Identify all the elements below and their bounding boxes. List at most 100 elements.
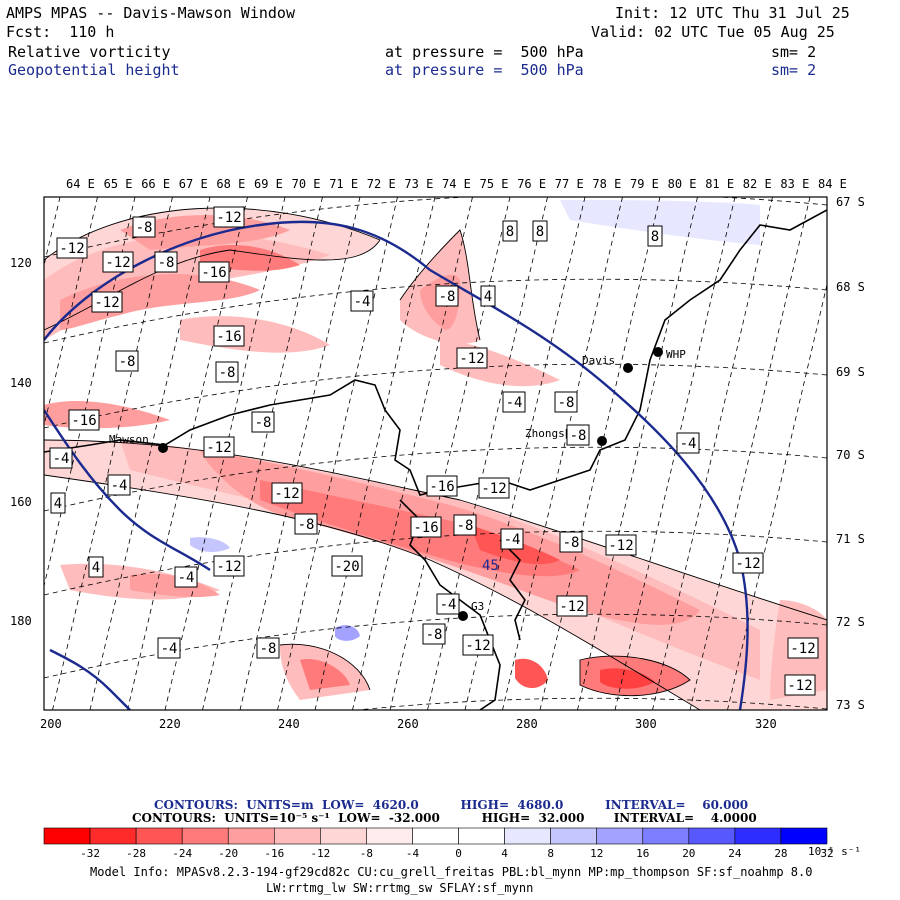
colorbar-swatch (227, 827, 275, 845)
station-label: Mawson (109, 433, 149, 446)
grid-y-label: 120 (10, 256, 32, 270)
contour-label: -12 (787, 678, 812, 694)
longitude-label: 72 E (367, 177, 396, 191)
contour-label-box (566, 424, 590, 446)
colorbar-swatch (596, 827, 644, 845)
contour-label-box (500, 528, 524, 550)
contour-label: -8 (439, 289, 456, 305)
colorbar-swatch (43, 827, 91, 845)
contour-label: -4 (53, 451, 70, 467)
colorbar-tick: 0 (455, 847, 462, 860)
contour-label: 8 (651, 229, 659, 245)
latitude-label: 70 S (836, 448, 865, 462)
colorbar-swatch (642, 827, 690, 845)
longitude-label: 76 E (517, 177, 546, 191)
colorbar-tick: 4 (501, 847, 508, 860)
longitude-label: 67 E (179, 177, 208, 191)
contour-label: -12 (94, 295, 119, 311)
longitude-label: 73 E (404, 177, 433, 191)
field1-smoothing: sm= 2 (771, 43, 817, 61)
contour-label-box (331, 555, 363, 577)
contour-label-box (256, 637, 280, 659)
longitude-label: 80 E (668, 177, 697, 191)
contour-label: -12 (790, 641, 815, 657)
colorbar-tick: -16 (264, 847, 284, 860)
contour-label-box (556, 595, 588, 617)
contour-label: -8 (255, 415, 272, 431)
contour-labels: -12 -8 -12 -12 -8 -16 -12 -4 -8 4 8 8 8 -16 -8 -8 -12 -16… (49, 206, 819, 696)
grid-x-label: 200 (40, 717, 62, 730)
colorbar-swatch (273, 827, 321, 845)
height-contour-label: 45 (482, 558, 499, 574)
contour-label-box (271, 482, 303, 504)
contour-label: 8 (536, 224, 544, 240)
colorbar-swatch (688, 827, 736, 845)
forecast-hour: Fcst: 110 h (6, 23, 115, 41)
colorbar-swatch (734, 827, 782, 845)
contour-label: -12 (459, 351, 484, 367)
colorbar-tick: 28 (774, 847, 787, 860)
station-dot (458, 611, 468, 621)
contour-label-box (422, 623, 446, 645)
contour-label: -8 (260, 641, 277, 657)
contour-label-box (502, 220, 518, 242)
contour-label: -12 (274, 486, 299, 502)
contour-label-box (102, 251, 134, 273)
height-contour-info: CONTOURS: UNITS=m LOW= 4620.0 HIGH= 4680… (154, 798, 749, 812)
contour-label: -12 (465, 638, 490, 654)
contour-label-box (174, 566, 198, 588)
contour-label-box (605, 534, 637, 556)
contour-label-box (213, 555, 245, 577)
longitude-label: 69 E (254, 177, 283, 191)
contour-label: -12 (559, 599, 584, 615)
colorbar-tick: 12 (590, 847, 603, 860)
model-info: Model Info: MPASv8.2.3-194-gf29cd82c CU:… (90, 865, 813, 879)
colorbar-swatch (181, 827, 229, 845)
valid-time: Valid: 02 UTC Tue 05 Aug 25 (591, 23, 835, 41)
longitude-label: 83 E (780, 177, 809, 191)
contour-label: -8 (136, 220, 153, 236)
colorbar-tick: 20 (682, 847, 695, 860)
contour-label-box (787, 637, 819, 659)
contour-label: -8 (570, 428, 587, 444)
longitude-label: 64 E (66, 177, 95, 191)
contour-label-box (453, 514, 477, 536)
contour-label-box (676, 432, 700, 454)
contour-label-box (49, 447, 73, 469)
grid-x-label: 260 (397, 717, 419, 730)
contour-label: -12 (206, 440, 231, 456)
station-dot (597, 436, 607, 446)
colorbar: -32 -28 -24 -20 -16 -12 -8 -4 0 4 8 12 16 20 24 28 32 10… (43, 827, 861, 860)
contour-label: -12 (735, 556, 760, 572)
colorbar-swatch (366, 827, 413, 845)
vorticity-contour-info: CONTOURS: UNITS=10⁻⁵ s⁻¹ LOW= -32.000 HI… (132, 811, 757, 825)
contour-label: -12 (105, 255, 130, 271)
longitude-label: 78 E (592, 177, 621, 191)
colorbar-tick: -28 (126, 847, 146, 860)
contour-label: -16 (413, 520, 438, 536)
contour-label-box (436, 593, 460, 615)
grid-x-labels: 200 220 240 260 280 300 320 (40, 704, 777, 730)
contour-label-box (154, 251, 178, 273)
colorbar-unit: 10⁻⁵ s⁻¹ (808, 845, 861, 858)
longitude-label: 81 E (705, 177, 734, 191)
contour-label-box (554, 391, 578, 413)
colorbar-tick: -4 (406, 847, 420, 860)
contour-label-box (532, 220, 548, 242)
contour-label: -20 (334, 559, 359, 575)
contour-label-box (502, 391, 526, 413)
colorbar-tick: -12 (310, 847, 330, 860)
colorbar-tick: 8 (547, 847, 554, 860)
contour-label: -16 (216, 329, 241, 345)
plot-frame (43, 196, 828, 711)
contour-label: -8 (426, 627, 443, 643)
contour-label: 4 (92, 560, 100, 576)
contour-label: -4 (111, 478, 128, 494)
contour-label: -8 (119, 354, 136, 370)
contour-label-box (251, 411, 275, 433)
contour-label: -8 (457, 518, 474, 534)
contour-label: -8 (158, 255, 175, 271)
colorbar-tick: 24 (728, 847, 742, 860)
colorbar-swatch (504, 827, 551, 845)
contour-label-box (480, 285, 496, 307)
